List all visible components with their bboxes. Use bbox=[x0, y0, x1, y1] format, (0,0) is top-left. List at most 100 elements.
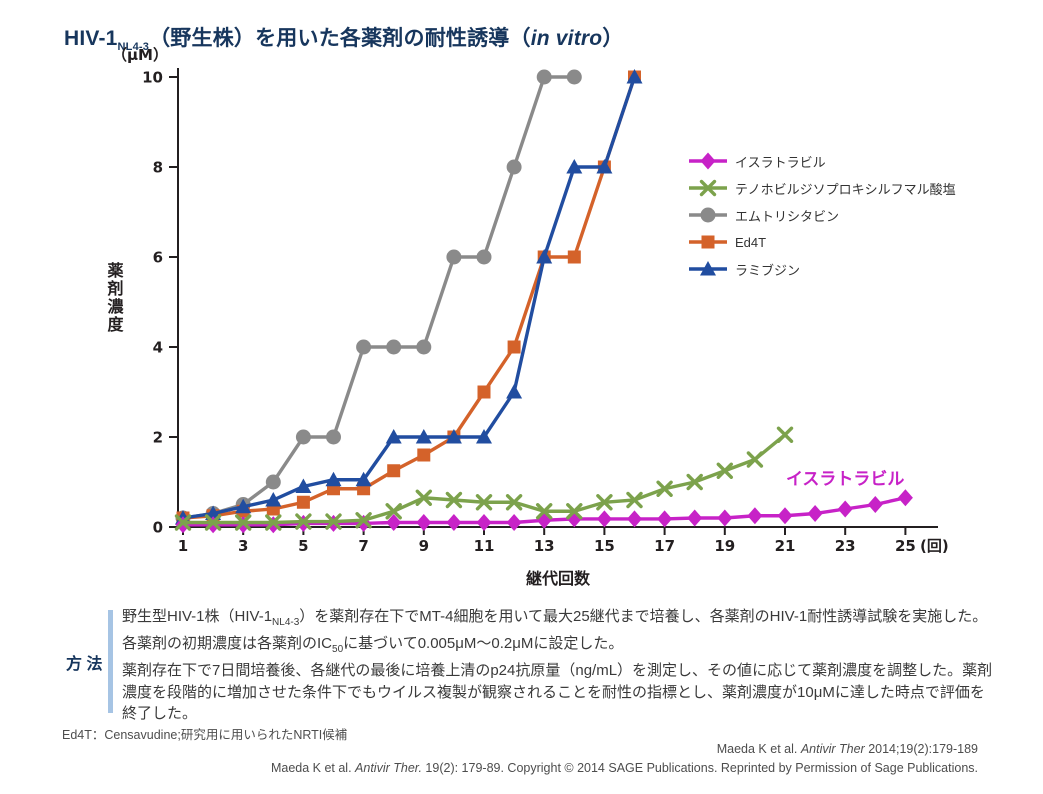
triangle-marker-icon bbox=[325, 471, 342, 487]
triangle-marker-icon bbox=[566, 159, 583, 174]
legend-square-marker-icon bbox=[689, 235, 727, 249]
circle-marker-icon bbox=[386, 339, 402, 355]
square-marker-icon bbox=[701, 235, 715, 249]
x-marker-icon bbox=[355, 512, 372, 529]
x-marker-icon bbox=[776, 426, 794, 443]
diamond-marker-icon bbox=[506, 514, 522, 531]
series-line bbox=[182, 76, 637, 520]
diamond-marker-icon bbox=[747, 507, 763, 525]
method-line: 濃度を段階的に増加させた条件下でもウイルス複製が観察されることを耐性の指標とし、… bbox=[122, 683, 985, 701]
x-marker-icon bbox=[204, 514, 222, 531]
diamond-marker-icon bbox=[807, 505, 823, 522]
x-marker-icon bbox=[596, 494, 613, 511]
reference-1: Maeda K et al. Antivir Ther 2014;19(2):1… bbox=[716, 742, 978, 756]
series-lamivudine bbox=[175, 69, 643, 525]
x-marker-icon bbox=[445, 491, 463, 509]
circle-marker-icon bbox=[326, 429, 341, 445]
triangle-marker-icon bbox=[445, 429, 462, 444]
x-marker-icon bbox=[536, 503, 553, 520]
triangle-marker-icon bbox=[536, 249, 553, 264]
triangle-marker-icon bbox=[596, 159, 613, 174]
diamond-marker-icon bbox=[777, 507, 793, 525]
x-marker-icon bbox=[626, 491, 643, 509]
legend-label: ラミブジン bbox=[735, 262, 801, 278]
diamond-marker-icon bbox=[386, 514, 402, 531]
x-marker-icon bbox=[656, 480, 673, 497]
x-marker-icon bbox=[699, 179, 717, 197]
triangle-marker-icon bbox=[626, 69, 643, 84]
x-tick-label: 21 bbox=[775, 537, 796, 555]
legend-x-marker-icon bbox=[689, 179, 727, 197]
y-tick-label: 10 bbox=[142, 69, 163, 87]
circle-marker-icon bbox=[295, 429, 311, 445]
x-marker-icon bbox=[566, 503, 583, 520]
x-tick-label: 15 bbox=[594, 537, 615, 555]
x-marker-icon bbox=[686, 473, 703, 491]
method-label: 方 法 bbox=[66, 656, 103, 673]
x-tick-label: 23 bbox=[835, 537, 856, 555]
x-marker-icon bbox=[746, 451, 764, 468]
legend-item-ed4t: Ed4T bbox=[688, 233, 956, 251]
series-tenofovir-df bbox=[174, 426, 794, 531]
page-title: HIV-1NL4-3（野生株）を用いた各薬剤の耐性誘導（in vitro） bbox=[64, 27, 624, 54]
legend-label: エムトリシタビン bbox=[735, 208, 840, 224]
y-axis-title: 薬剤濃度 bbox=[105, 261, 125, 334]
y-axis-unit: （μM） bbox=[112, 46, 168, 64]
circle-marker-icon bbox=[265, 474, 281, 490]
triangle-marker-icon bbox=[385, 429, 402, 444]
triangle-marker-icon bbox=[476, 429, 492, 444]
triangle-marker-icon bbox=[235, 498, 252, 514]
square-marker-icon bbox=[477, 385, 491, 399]
x-marker-icon bbox=[716, 462, 733, 479]
x-marker-icon bbox=[505, 494, 523, 511]
method-line: 終了した。 bbox=[122, 704, 198, 722]
x-tick-label: 9 bbox=[419, 537, 429, 555]
x-tick-label: 3 bbox=[238, 537, 248, 555]
x-tick-label: 11 bbox=[474, 537, 495, 555]
triangle-marker-icon bbox=[355, 471, 372, 487]
circle-marker-icon bbox=[506, 159, 522, 175]
x-tick-label: 17 bbox=[654, 537, 675, 555]
legend-item-emtricitabine: エムトリシタビン bbox=[688, 206, 956, 224]
method-line: 各薬剤の初期濃度は各薬剤のIC50に基づいて0.005μM～0.2μMに設定した… bbox=[122, 635, 624, 656]
triangle-marker-icon bbox=[415, 429, 432, 444]
x-tick-label: 5 bbox=[298, 537, 308, 555]
triangle-marker-icon bbox=[506, 384, 523, 399]
x-tick-label: 7 bbox=[358, 537, 368, 555]
x-marker-icon bbox=[415, 489, 432, 506]
title-italic: in vitro bbox=[530, 27, 603, 51]
triangle-marker-icon bbox=[700, 261, 716, 276]
y-tick-label: 0 bbox=[153, 519, 163, 537]
square-marker-icon bbox=[417, 448, 431, 462]
diamond-marker-icon bbox=[596, 510, 612, 528]
x-tick-label: 13 bbox=[534, 537, 555, 555]
square-marker-icon bbox=[387, 464, 401, 478]
series-line bbox=[182, 76, 637, 520]
legend-triangle-marker-icon bbox=[689, 261, 727, 276]
circle-marker-icon bbox=[416, 339, 432, 355]
y-tick-label: 6 bbox=[153, 249, 163, 267]
square-marker-icon bbox=[567, 250, 581, 264]
reference-2: Maeda K et al. Antivir Ther. 19(2): 179-… bbox=[270, 761, 978, 775]
circle-marker-icon bbox=[446, 249, 462, 265]
x-tick-label: 1 bbox=[178, 537, 188, 555]
circle-marker-icon bbox=[476, 249, 492, 265]
legend-item-islatravir: イスラトラビル bbox=[688, 152, 956, 170]
islatravir-annotation: イスラトラビル bbox=[786, 469, 905, 488]
x-marker-icon bbox=[475, 494, 493, 511]
triangle-marker-icon bbox=[265, 492, 282, 507]
x-marker-icon bbox=[385, 503, 402, 520]
series-line bbox=[182, 75, 575, 520]
square-marker-icon bbox=[296, 495, 310, 509]
square-marker-icon bbox=[507, 340, 521, 354]
diamond-marker-icon bbox=[837, 500, 853, 518]
y-tick-label: 4 bbox=[153, 339, 163, 357]
x-marker-icon bbox=[265, 514, 282, 531]
x-marker-icon bbox=[295, 513, 312, 530]
references: Maeda K et al. Antivir Ther 2014;19(2):1… bbox=[271, 740, 978, 778]
method-line: 薬剤存在下で7日間培養後、各継代の最後に培養上清のp24抗原量（ng/mL）を測… bbox=[122, 662, 993, 680]
diamond-marker-icon bbox=[700, 152, 716, 170]
x-axis-title: 継代回数 bbox=[526, 569, 591, 588]
diamond-marker-icon bbox=[687, 509, 703, 527]
